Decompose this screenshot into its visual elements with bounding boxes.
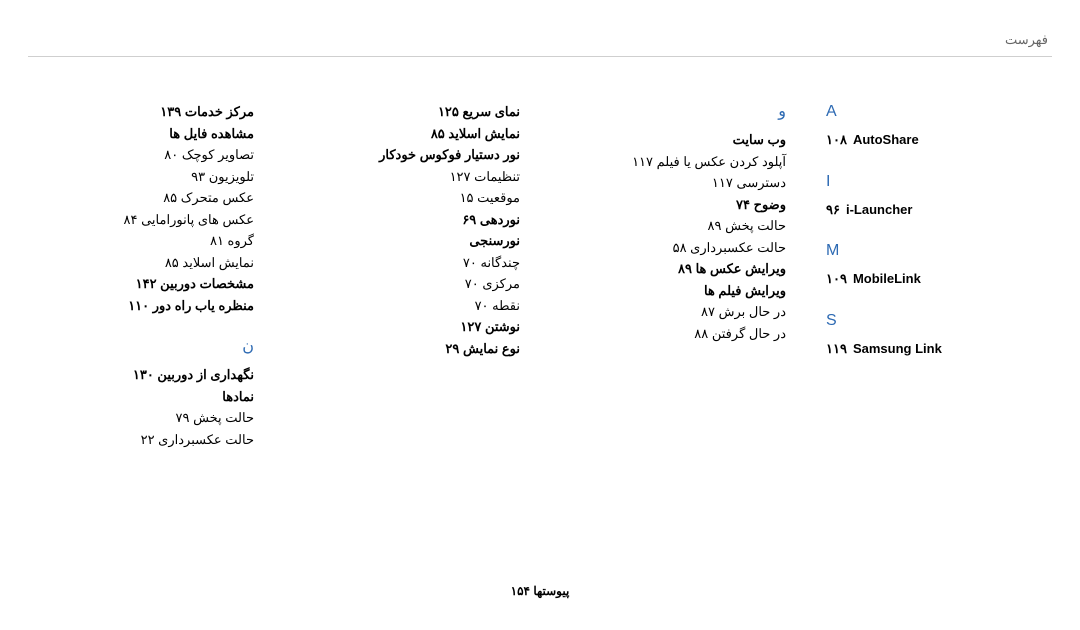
index-entry: تنظیمات ۱۲۷ bbox=[294, 167, 520, 187]
index-entry: وب سایت bbox=[560, 130, 786, 150]
index-entry: نمادها bbox=[28, 387, 254, 407]
index-entry: ۱۰۸ AutoShare bbox=[826, 130, 1052, 150]
column-4: A ۱۰۸ AutoShare I ۹۶ i-Launcher M ۱۰۹ MobileLink… bbox=[826, 100, 1052, 449]
section-letter-a: A bbox=[826, 100, 1052, 124]
index-entry: حالت پخش ۸۹ bbox=[560, 216, 786, 236]
index-entry: تلویزیون ۹۳ bbox=[28, 167, 254, 187]
index-entry: موقعیت ۱۵ bbox=[294, 188, 520, 208]
index-entry: نور دستیار فوکوس خودکار bbox=[294, 145, 520, 165]
index-entry: چندگانه ۷۰ bbox=[294, 253, 520, 273]
index-entry: در حال برش ۸۷ bbox=[560, 302, 786, 322]
index-entry: حالت پخش ۷۹ bbox=[28, 408, 254, 428]
col2-rows: نمای سریع ۱۲۵نمایش اسلاید ۸۵نور دستیار ف… bbox=[294, 102, 520, 358]
index-entry: ویرایش عکس ها ۸۹ bbox=[560, 259, 786, 279]
index-entry: عکس متحرک ۸۵ bbox=[28, 188, 254, 208]
column-1: مرکز خدمات ۱۳۹مشاهده فایل هاتصاویر کوچک … bbox=[28, 100, 254, 449]
page-header: فهرست bbox=[1005, 32, 1048, 48]
index-entry: نمایش اسلاید ۸۵ bbox=[294, 124, 520, 144]
entry-page-number: ۹۶ bbox=[826, 200, 840, 220]
index-entry: نوع نمایش ۲۹ bbox=[294, 339, 520, 359]
page-footer: پیوستها ۱۵۴ bbox=[0, 584, 1080, 598]
col1-rows: مرکز خدمات ۱۳۹مشاهده فایل هاتصاویر کوچک … bbox=[28, 102, 254, 315]
index-entry: مشاهده فایل ها bbox=[28, 124, 254, 144]
section-letter-n: ن bbox=[28, 335, 254, 359]
index-entry: دسترسی ۱۱۷ bbox=[560, 173, 786, 193]
index-entry: ۱۱۹ Samsung Link bbox=[826, 339, 1052, 359]
section-letter-m: M bbox=[826, 239, 1052, 263]
section-letter-i: I bbox=[826, 170, 1052, 194]
entry-label: AutoShare bbox=[853, 130, 919, 150]
index-entry: عکس های پانورامایی ۸۴ bbox=[28, 210, 254, 230]
index-columns: مرکز خدمات ۱۳۹مشاهده فایل هاتصاویر کوچک … bbox=[28, 100, 1052, 449]
index-entry: نوردهی ۶۹ bbox=[294, 210, 520, 230]
column-2: نمای سریع ۱۲۵نمایش اسلاید ۸۵نور دستیار ف… bbox=[294, 100, 520, 449]
entry-label: MobileLink bbox=[853, 269, 921, 289]
index-entry: نگهداری از دوربین ۱۳۰ bbox=[28, 365, 254, 385]
section-letter-s: S bbox=[826, 309, 1052, 333]
index-entry: ویرایش فیلم ها bbox=[560, 281, 786, 301]
index-entry: مرکزی ۷۰ bbox=[294, 274, 520, 294]
col1-rows2: نگهداری از دوربین ۱۳۰نمادهاحالت پخش ۷۹حا… bbox=[28, 365, 254, 449]
entry-label: i-Launcher bbox=[846, 200, 912, 220]
col3-rows: وب سایتآپلود کردن عکس یا فیلم ۱۱۷دسترسی … bbox=[560, 130, 786, 343]
index-entry: آپلود کردن عکس یا فیلم ۱۱۷ bbox=[560, 152, 786, 172]
index-entry: تصاویر کوچک ۸۰ bbox=[28, 145, 254, 165]
entry-page-number: ۱۰۹ bbox=[826, 269, 847, 289]
index-entry: نورسنجی bbox=[294, 231, 520, 251]
index-entry: نمای سریع ۱۲۵ bbox=[294, 102, 520, 122]
index-entry: مشخصات دوربین ۱۴۲ bbox=[28, 274, 254, 294]
column-3: و وب سایتآپلود کردن عکس یا فیلم ۱۱۷دسترس… bbox=[560, 100, 786, 449]
index-entry: گروه ۸۱ bbox=[28, 231, 254, 251]
index-entry: ۱۰۹ MobileLink bbox=[826, 269, 1052, 289]
footer-label: پیوستها ۱۵۴ bbox=[511, 584, 570, 598]
index-entry: در حال گرفتن ۸۸ bbox=[560, 324, 786, 344]
index-entry: ۹۶ i-Launcher bbox=[826, 200, 1052, 220]
index-entry: منظره یاب راه دور ۱۱۰ bbox=[28, 296, 254, 316]
index-entry: نمایش اسلاید ۸۵ bbox=[28, 253, 254, 273]
entry-page-number: ۱۰۸ bbox=[826, 130, 847, 150]
index-entry: حالت عکسبرداری ۵۸ bbox=[560, 238, 786, 258]
index-entry: حالت عکسبرداری ۲۲ bbox=[28, 430, 254, 450]
entry-label: Samsung Link bbox=[853, 339, 942, 359]
index-entry: وضوح ۷۴ bbox=[560, 195, 786, 215]
index-entry: مرکز خدمات ۱۳۹ bbox=[28, 102, 254, 122]
header-title: فهرست bbox=[1005, 32, 1048, 47]
entry-page-number: ۱۱۹ bbox=[826, 339, 847, 359]
index-entry: نقطه ۷۰ bbox=[294, 296, 520, 316]
divider bbox=[28, 56, 1052, 57]
section-letter-waw: و bbox=[560, 100, 786, 124]
index-entry: نوشتن ۱۲۷ bbox=[294, 317, 520, 337]
